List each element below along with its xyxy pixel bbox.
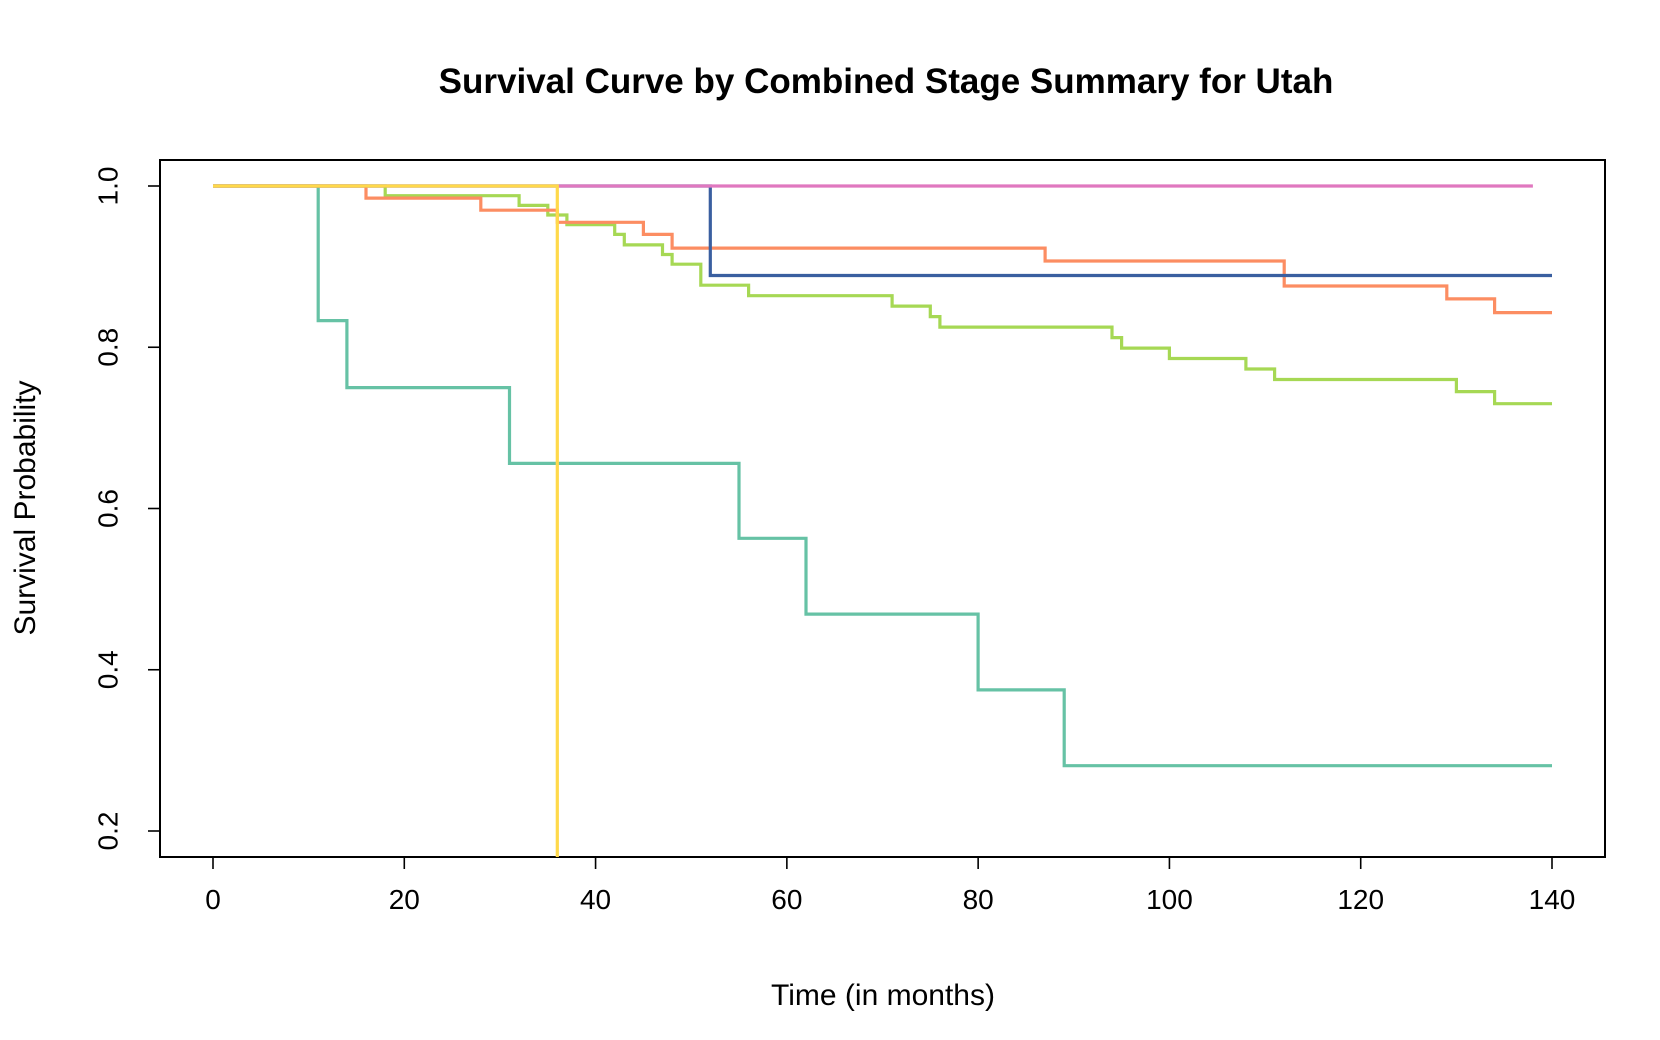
x-axis: 0 20 40 60 80 100 120 140 [205, 856, 1576, 915]
x-axis-label: Time (in months) [771, 979, 995, 1012]
y-tick-label: 1.0 [93, 167, 124, 206]
y-axis-label: Survival Probability [9, 380, 42, 635]
x-tick-label: 40 [580, 884, 611, 915]
chart-title: Survival Curve by Combined Stage Summary… [439, 62, 1334, 101]
plot-frame [159, 159, 1606, 858]
x-tick-label: 140 [1529, 884, 1576, 915]
x-tick-label: 0 [205, 884, 221, 915]
series-line-6 [213, 184, 559, 857]
x-tick-label: 20 [389, 884, 420, 915]
y-tick-label: 0.6 [93, 489, 124, 528]
series-line-1 [213, 184, 1552, 768]
y-axis: 0.2 0.4 0.6 0.8 1.0 [93, 167, 161, 851]
x-tick-label: 100 [1146, 884, 1193, 915]
series-line-2 [213, 184, 1552, 406]
x-tick-label: 120 [1337, 884, 1384, 915]
series-line-3 [213, 184, 1552, 315]
series-layer [213, 184, 1552, 857]
x-tick-label: 80 [963, 884, 994, 915]
y-tick-label: 0.4 [93, 650, 124, 689]
y-tick-label: 0.2 [93, 812, 124, 851]
y-tick-label: 0.8 [93, 328, 124, 367]
x-tick-label: 60 [771, 884, 802, 915]
